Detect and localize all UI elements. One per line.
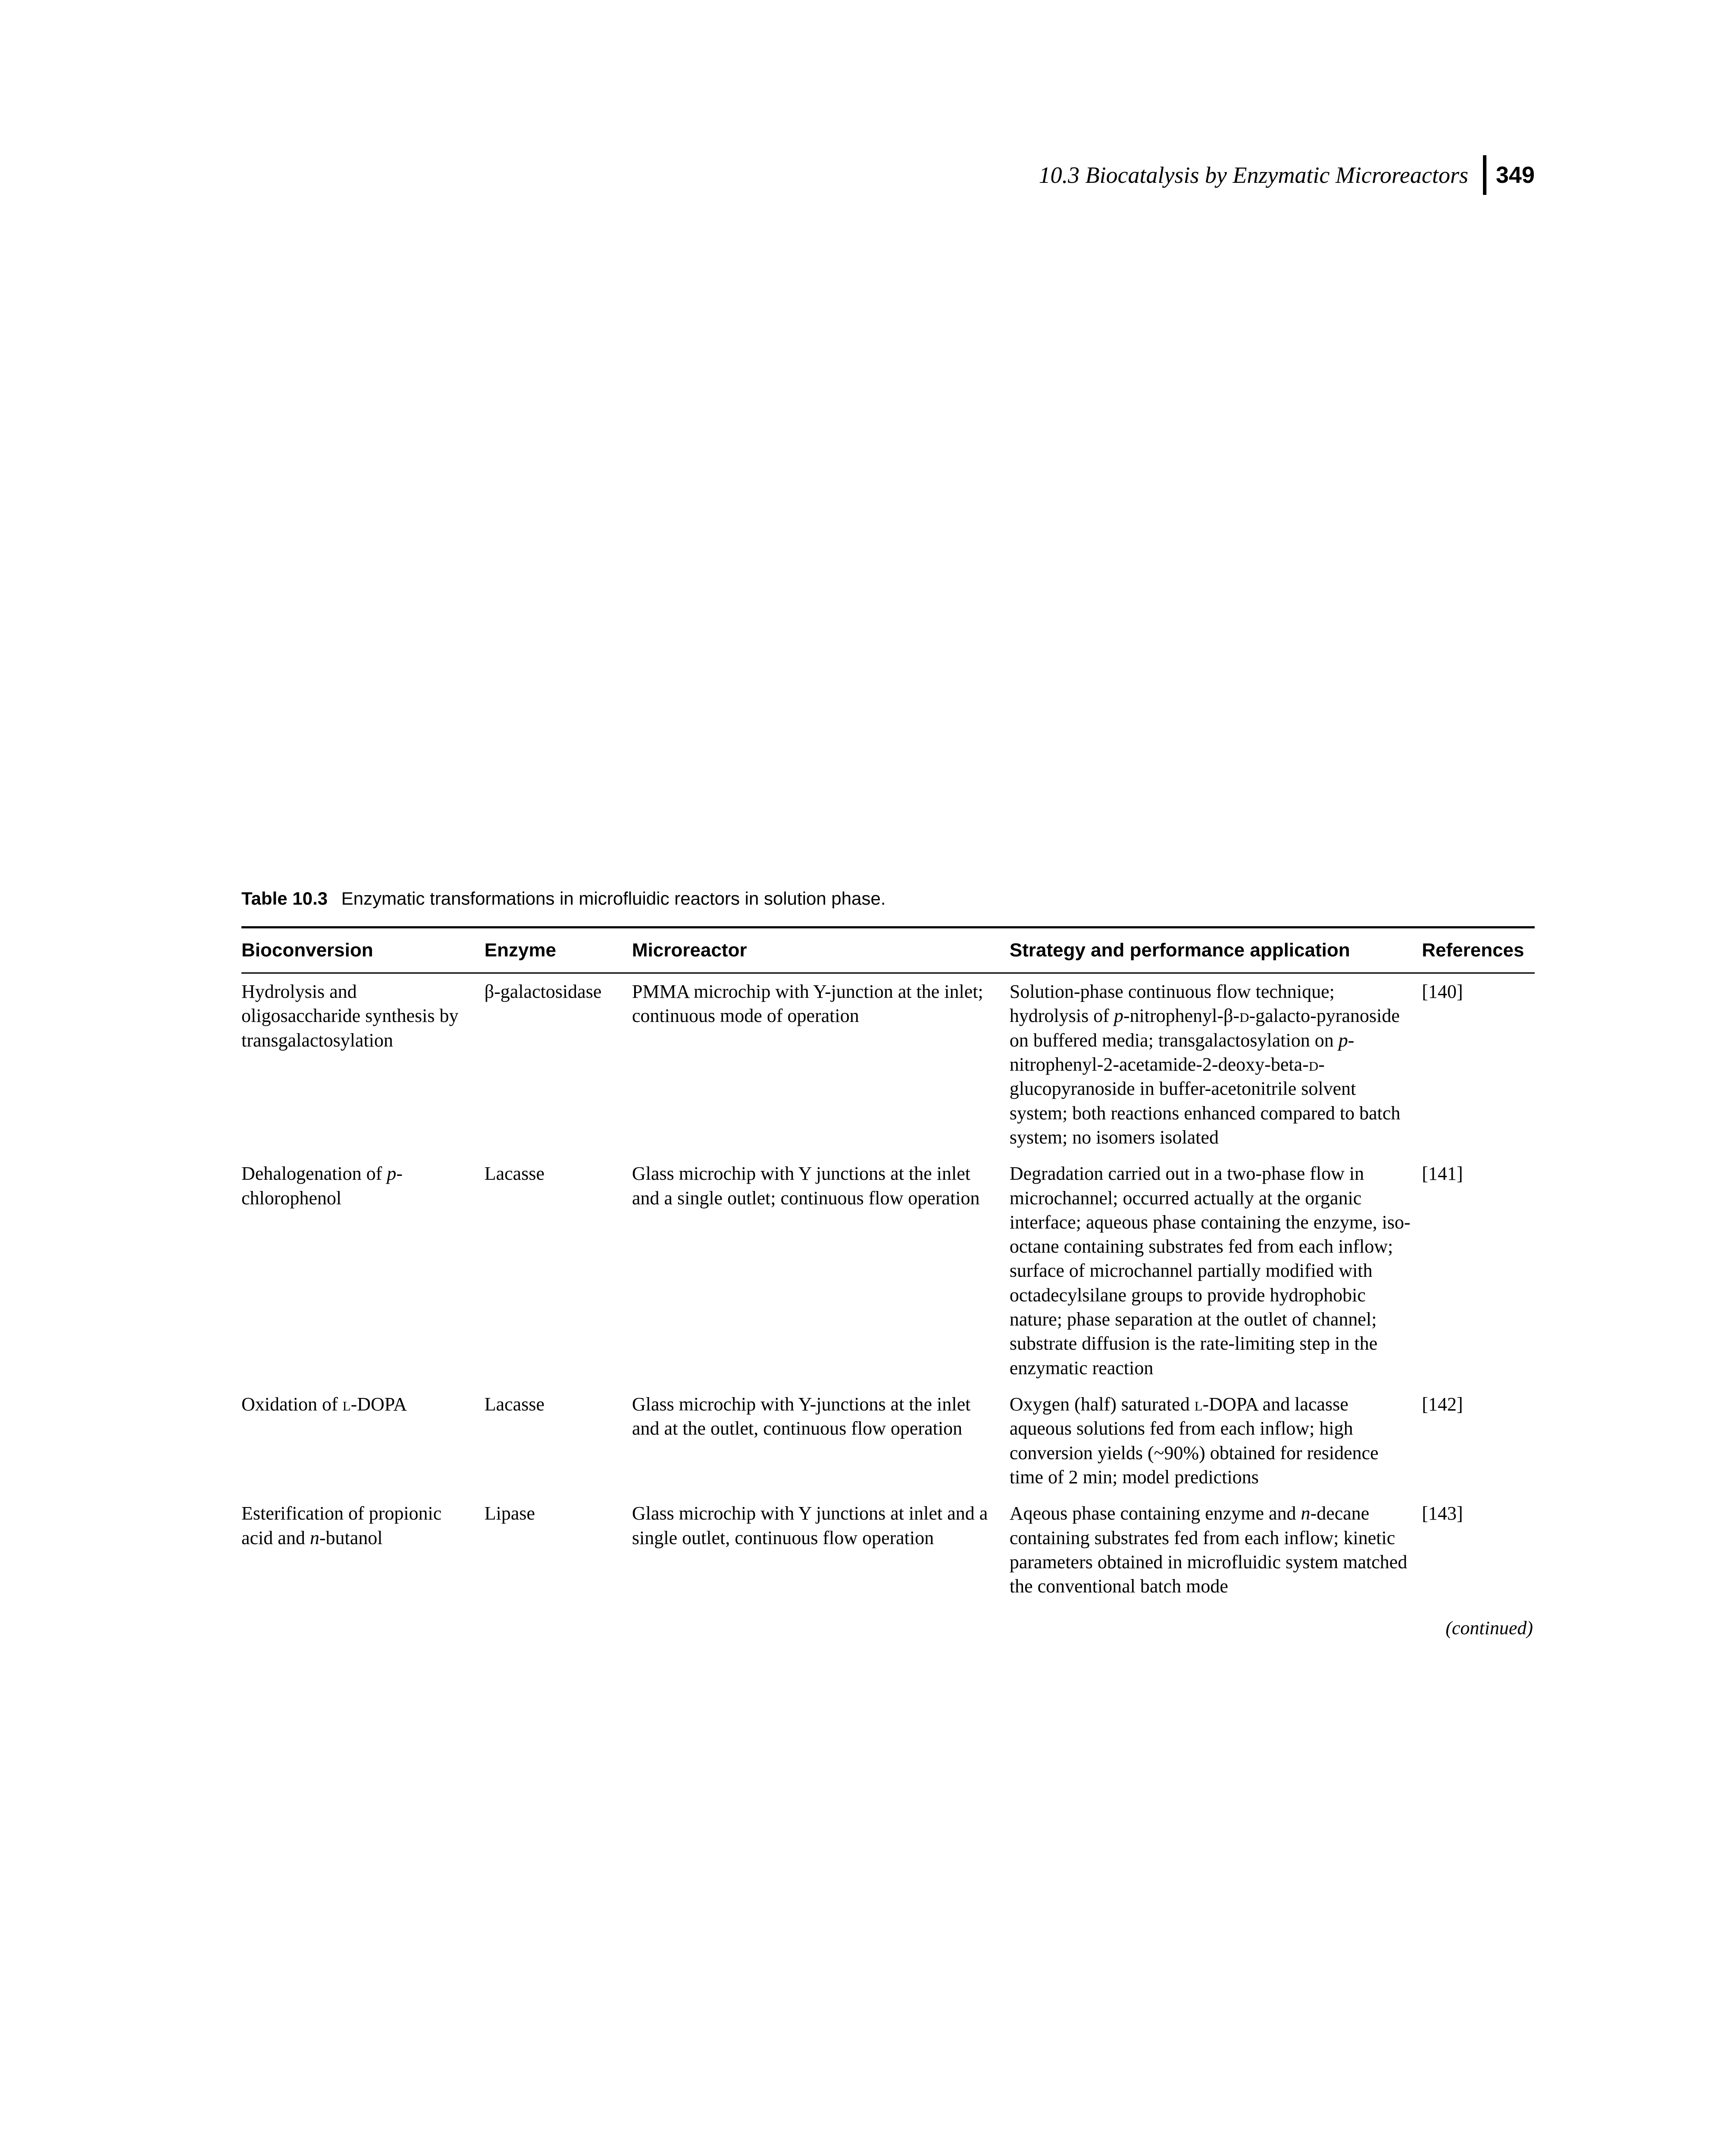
data-table: Bioconversion Enzyme Microreactor Strate… <box>241 926 1535 1605</box>
cell-reference: [141] <box>1422 1156 1535 1386</box>
cell-strategy: Aqeous phase containing enzyme and n-dec… <box>1010 1495 1422 1604</box>
cell-bioconversion: Dehalogenation of p-chlorophenol <box>241 1156 485 1386</box>
cell-enzyme: Lacasse <box>485 1156 632 1386</box>
cell-reference: [140] <box>1422 973 1535 1156</box>
header-divider <box>1483 155 1486 195</box>
cell-microreactor: Glass microchip with Y-junctions at the … <box>632 1386 1010 1495</box>
cell-microreactor: Glass microchip with Y junctions at the … <box>632 1156 1010 1386</box>
cell-reference: [143] <box>1422 1495 1535 1604</box>
col-header-microreactor: Microreactor <box>632 928 1010 973</box>
table-label: Table 10.3 <box>241 888 328 909</box>
cell-strategy: Degradation carried out in a two-phase f… <box>1010 1156 1422 1386</box>
cell-strategy: Oxygen (half) saturated l-DOPA and lacas… <box>1010 1386 1422 1495</box>
content-area: Table 10.3 Enzymatic transformations in … <box>241 888 1535 1639</box>
col-header-bioconversion: Bioconversion <box>241 928 485 973</box>
cell-microreactor: Glass microchip with Y junctions at inle… <box>632 1495 1010 1604</box>
cell-bioconversion: Oxidation of l-DOPA <box>241 1386 485 1495</box>
cell-bioconversion: Esterification of propionic acid and n-b… <box>241 1495 485 1604</box>
cell-enzyme: Lipase <box>485 1495 632 1604</box>
table-body: Hydrolysis and oligosaccharide synthesis… <box>241 973 1535 1605</box>
page-number: 349 <box>1496 162 1535 188</box>
section-title: 10.3 Biocatalysis by Enzymatic Microreac… <box>1039 162 1468 188</box>
table-row: Esterification of propionic acid and n-b… <box>241 1495 1535 1604</box>
col-header-references: References <box>1422 928 1535 973</box>
running-header: 10.3 Biocatalysis by Enzymatic Microreac… <box>1039 155 1535 195</box>
table-row: Oxidation of l-DOPA Lacasse Glass microc… <box>241 1386 1535 1495</box>
table-header-row: Bioconversion Enzyme Microreactor Strate… <box>241 928 1535 973</box>
cell-bioconversion: Hydrolysis and oligosaccharide synthesis… <box>241 973 485 1156</box>
table-caption-text: Enzymatic transformations in microfluidi… <box>341 888 886 909</box>
table-row: Dehalogenation of p-chlorophenol Lacasse… <box>241 1156 1535 1386</box>
table-caption: Table 10.3 Enzymatic transformations in … <box>241 888 1535 909</box>
cell-strategy: Solution-phase continuous flow technique… <box>1010 973 1422 1156</box>
cell-enzyme: β-galactosidase <box>485 973 632 1156</box>
continued-label: (continued) <box>241 1617 1535 1639</box>
cell-enzyme: Lacasse <box>485 1386 632 1495</box>
page: 10.3 Biocatalysis by Enzymatic Microreac… <box>0 0 1733 2156</box>
cell-reference: [142] <box>1422 1386 1535 1495</box>
col-header-strategy: Strategy and performance application <box>1010 928 1422 973</box>
col-header-enzyme: Enzyme <box>485 928 632 973</box>
table-row: Hydrolysis and oligosaccharide synthesis… <box>241 973 1535 1156</box>
cell-microreactor: PMMA microchip with Y-junction at the in… <box>632 973 1010 1156</box>
